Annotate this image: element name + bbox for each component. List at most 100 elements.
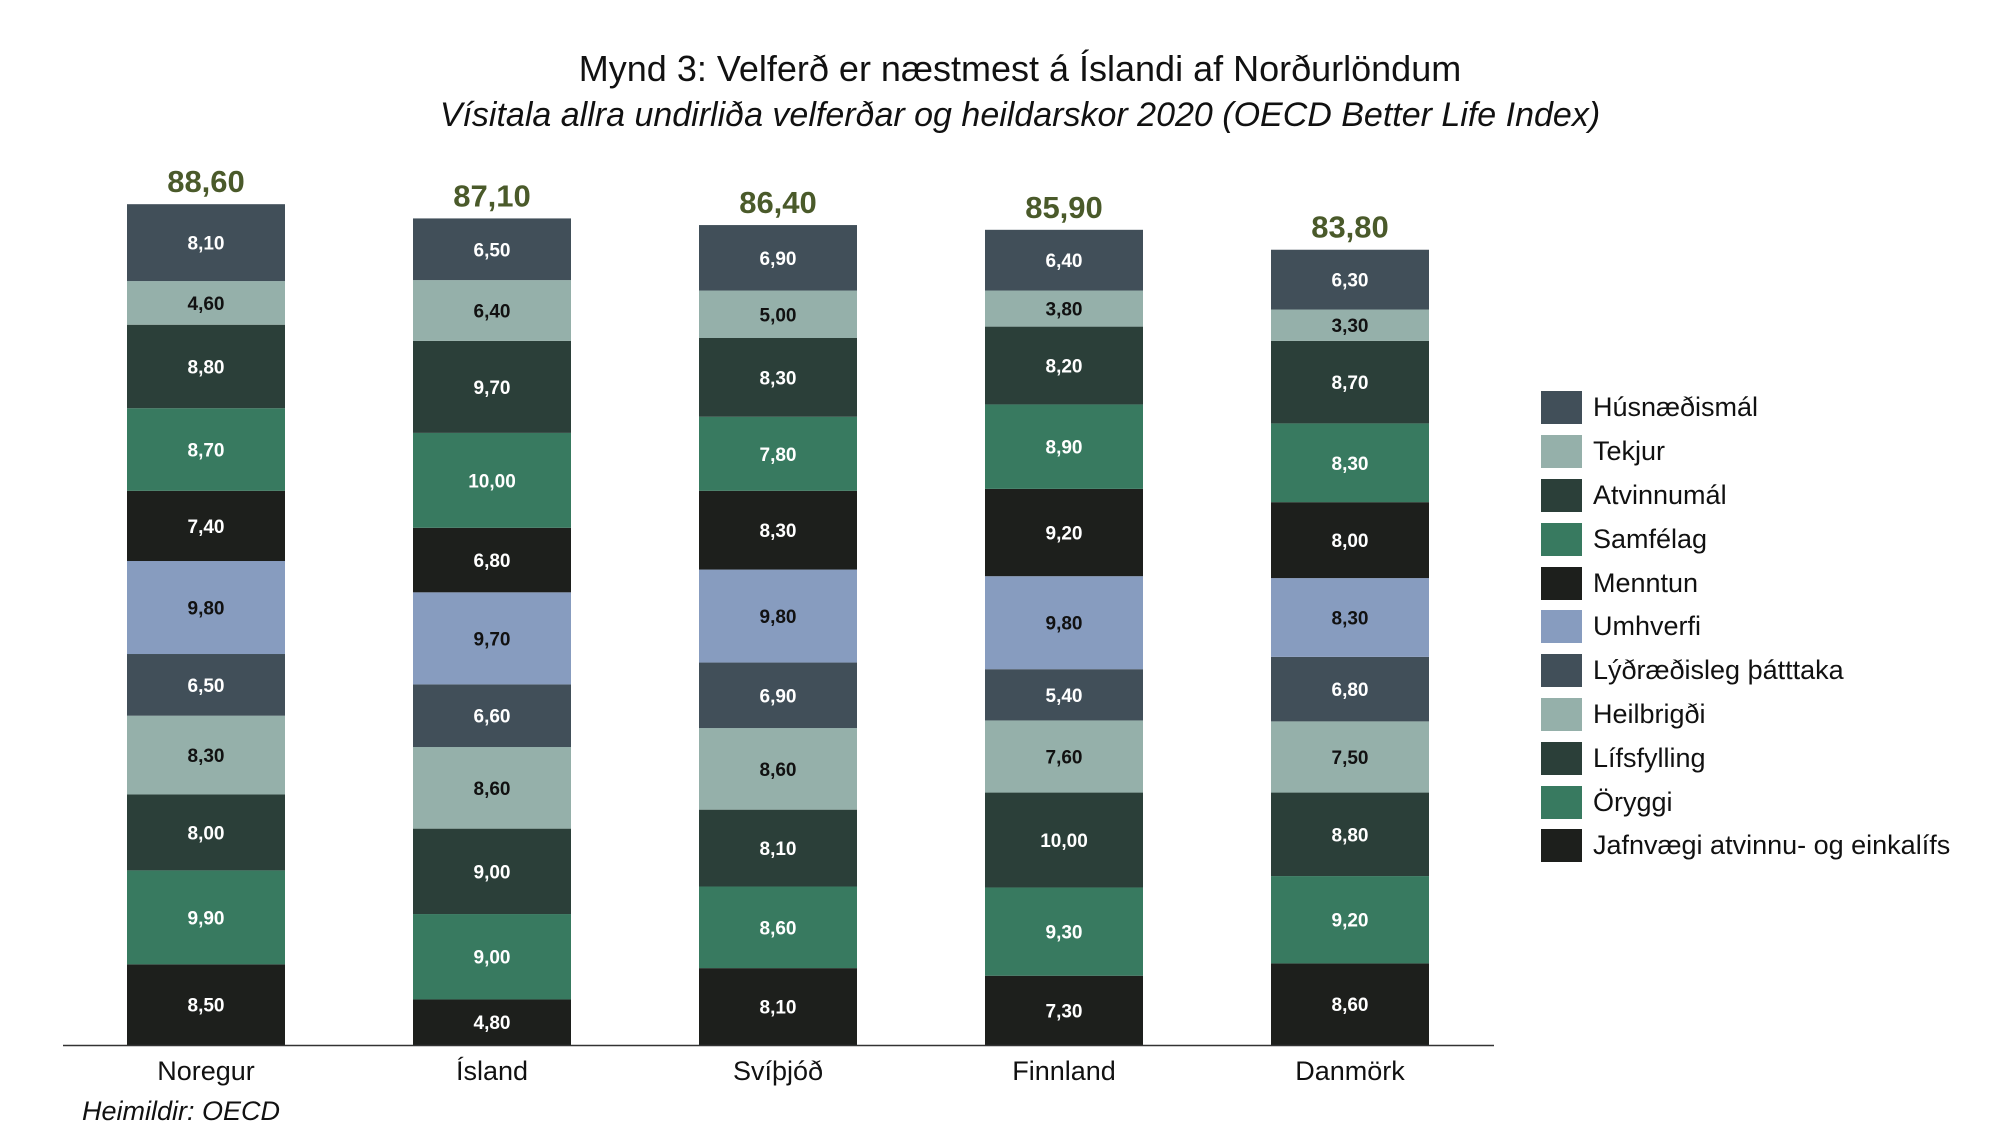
bar-segment [699,662,857,729]
segment-value-label: 6,80 [1332,680,1369,701]
segment-value-label: 8,30 [188,746,225,767]
bar-segment [985,669,1143,721]
segment-value-label: 8,60 [1332,995,1369,1016]
segment-value-label: 10,00 [468,471,516,492]
bar-segment [985,404,1143,489]
legend-swatch [1541,566,1582,600]
x-tick-label: Finnland [1012,1056,1116,1086]
segment-value-label: 3,30 [1332,316,1369,337]
segment-value-label: 6,90 [760,686,797,707]
legend-item: Öryggi [1541,780,1950,824]
bar-segment [1271,876,1429,964]
segment-value-label: 8,20 [1046,357,1083,378]
legend-item: Húsnæðismál [1541,386,1950,430]
bar-segment [413,684,571,748]
legend-label: Atvinnumál [1593,479,1727,510]
segment-value-label: 8,30 [1332,454,1369,475]
bar-segment [985,576,1143,670]
segment-value-label: 8,10 [760,839,797,860]
segment-value-label: 3,80 [1046,300,1083,321]
chart-subtitle: Vísitala allra undirliða velferðar og he… [439,96,1601,134]
bar-segment [127,964,285,1045]
segment-value-label: 8,80 [1332,825,1369,846]
legend-swatch [1541,610,1582,644]
legend-item: Menntun [1541,561,1950,605]
bar-segment [699,886,857,969]
bar-segment [699,728,857,810]
legend-item: Heilbrigði [1541,693,1950,737]
x-tick-label: Svíþjóð [733,1056,823,1086]
total-label: 83,80 [1311,210,1389,245]
segment-value-label: 9,80 [188,599,225,620]
segment-value-label: 8,10 [760,998,797,1019]
bar-segment [127,715,285,795]
bar-segment [127,281,285,325]
segment-value-label: 9,70 [474,629,511,650]
legend-item: Umhverfi [1541,605,1950,649]
segment-value-label: 7,30 [1046,1001,1083,1022]
bar-segment [985,229,1143,291]
segment-value-label: 10,00 [1040,831,1088,852]
segment-value-label: 6,90 [760,249,797,270]
bar-segment [985,290,1143,327]
x-tick-label: Danmörk [1295,1056,1405,1086]
segment-value-label: 6,50 [188,676,225,697]
bar-segment [413,592,571,685]
legend-label: Heilbrigði [1593,698,1706,729]
legend-item: Lýðræðisleg þátttaka [1541,649,1950,693]
bar-segment [1271,721,1429,793]
segment-value-label: 8,30 [760,368,797,389]
bar-segment [413,747,571,829]
bar-segment [413,218,571,281]
bar-segment [1271,423,1429,503]
bar-segment [127,408,285,491]
bar-segment [1271,340,1429,424]
segment-value-label: 9,70 [474,378,511,399]
legend-item: Lífsfylling [1541,736,1950,780]
legend-label: Tekjur [1593,436,1666,467]
legend-label: Samfélag [1593,523,1708,554]
segment-value-label: 9,20 [1332,911,1369,932]
segment-value-label: 6,50 [474,240,511,261]
legend-label: Lífsfylling [1593,742,1706,773]
segment-value-label: 5,40 [1046,686,1083,707]
segment-value-label: 9,80 [1046,614,1083,635]
segment-value-label: 8,30 [1332,608,1369,629]
legend-swatch [1541,435,1582,469]
legend-swatch [1541,697,1582,731]
legend-label: Húsnæðismál [1593,392,1759,423]
bar-segment [413,914,571,1000]
segment-value-label: 8,60 [474,779,511,800]
legend-item: Atvinnumál [1541,474,1950,518]
segment-value-label: 9,00 [474,862,511,883]
segment-value-label: 6,40 [1046,251,1083,272]
bar-segment [127,204,285,282]
legend-swatch [1541,391,1582,425]
bar-segment [1271,502,1429,579]
legend-item: Samfélag [1541,517,1950,561]
legend-item: Jafnvægi atvinnu- og einkalífs [1541,824,1950,868]
segment-value-label: 8,70 [188,441,225,462]
bar-segment [127,870,285,965]
segment-value-label: 8,80 [188,357,225,378]
bar-segment [413,280,571,341]
legend-swatch [1541,829,1582,863]
segment-value-label: 8,90 [1046,438,1083,459]
x-tick-label: Noregur [157,1056,255,1086]
segment-value-label: 9,80 [760,607,797,628]
segment-value-label: 8,60 [760,918,797,939]
legend-label: Umhverfi [1593,611,1702,642]
segment-value-label: 8,10 [188,234,225,255]
segment-value-label: 9,90 [188,908,225,929]
bar-segment [699,490,857,570]
bar-segment [985,975,1143,1045]
legend-label: Lýðræðisleg þátttaka [1593,655,1844,686]
bar-segment [699,569,857,663]
total-label: 85,90 [1025,190,1103,225]
bar-segment [127,490,285,562]
legend-swatch [1541,478,1582,512]
legend-label: Jafnvægi atvinnu- og einkalífs [1593,830,1951,861]
segment-value-label: 8,30 [760,521,797,542]
bar-segment [1271,792,1429,877]
